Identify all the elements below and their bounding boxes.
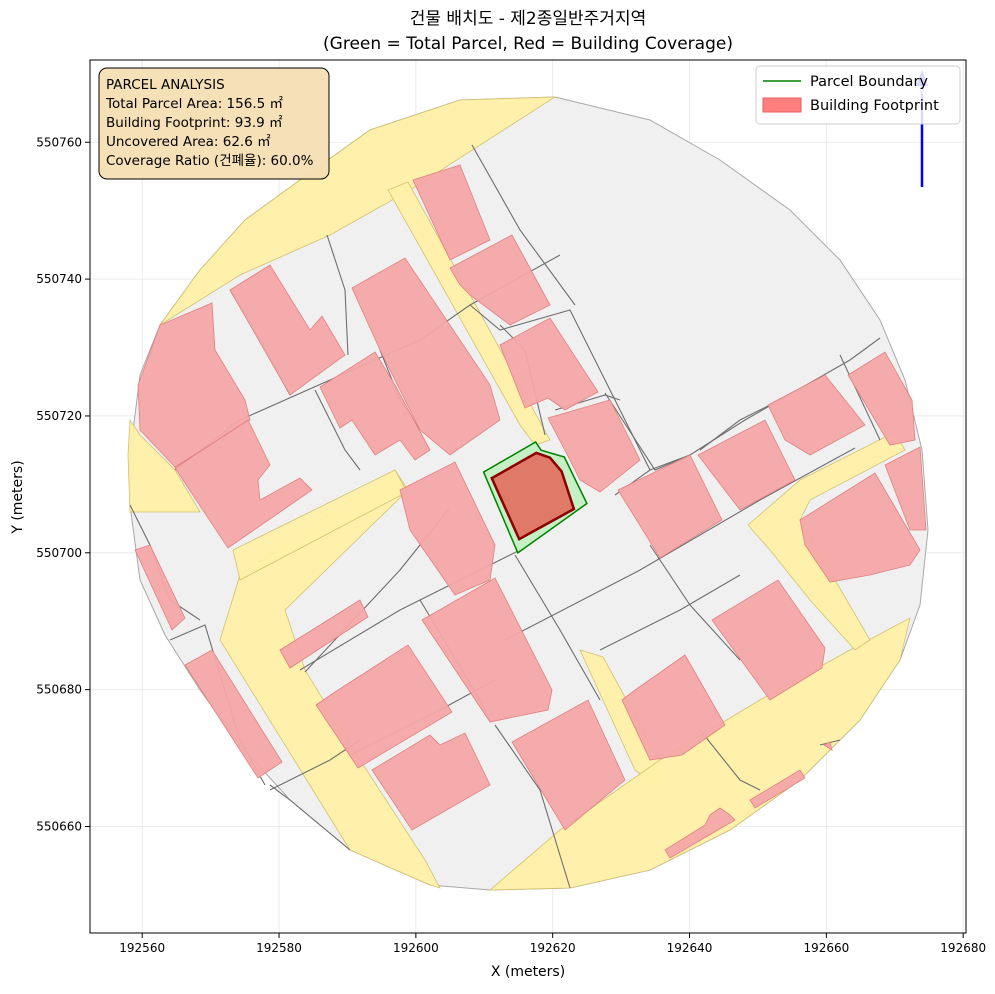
- building-footprint: [229, 264, 346, 396]
- building-footprint: [697, 419, 796, 511]
- building-footprint: [617, 454, 723, 559]
- y-tick-label: 550740: [36, 272, 82, 286]
- parcel-line: [326, 234, 349, 356]
- building-footprint: [134, 544, 186, 631]
- y-axis-label: Y (meters): [10, 460, 26, 534]
- legend: Parcel Boundary Building Footprint: [755, 65, 961, 125]
- building-footprint: [749, 769, 806, 809]
- building-footprint: [499, 317, 599, 411]
- parcel-line: [494, 724, 571, 889]
- building-footprint: [847, 351, 916, 446]
- parcel-line: [504, 447, 856, 641]
- x-tick-label: 192560: [119, 941, 165, 955]
- parcel-line: [699, 729, 761, 791]
- info-heading: PARCEL ANALYSIS: [106, 77, 225, 93]
- legend-building-footprint-label: Building Footprint: [810, 98, 939, 114]
- building-footprint: [711, 579, 826, 701]
- subject-building-footprint: [490, 451, 576, 541]
- y-tick-label: 550760: [36, 135, 82, 149]
- y-tick-label: 550680: [36, 683, 82, 697]
- building-footprint: [399, 461, 496, 596]
- building-footprint: [547, 399, 641, 493]
- building-footprint: [137, 302, 251, 468]
- x-tick-label: 192600: [393, 941, 439, 955]
- building-footprint: [184, 649, 283, 779]
- building-footprint: [371, 732, 491, 831]
- axis-ticks: 192560 192580 192600 192620 192640 192660 1926…: [36, 135, 986, 955]
- road-west: [127, 418, 201, 513]
- parcel-line: [649, 544, 741, 661]
- x-axis-label: X (meters): [491, 964, 565, 980]
- building-footprint: [767, 374, 866, 456]
- y-tick-label: 550660: [36, 820, 82, 834]
- x-tick-label: 192580: [256, 941, 302, 955]
- axes-frame: [89, 59, 967, 934]
- building-footprint: [449, 234, 551, 326]
- y-tick-label: 550700: [36, 546, 82, 560]
- legend-parcel-boundary-label: Parcel Boundary: [810, 74, 928, 90]
- building-footprint: [351, 257, 501, 456]
- roads: [127, 96, 911, 891]
- building-footprint: [511, 699, 626, 831]
- info-total-parcel-area: Total Parcel Area: 156.5 ㎡: [105, 96, 283, 112]
- parcel-line: [469, 304, 651, 471]
- building-footprint: [315, 644, 453, 769]
- building-footprint: [279, 599, 369, 669]
- info-building-footprint: Building Footprint: 93.9 ㎡: [106, 115, 283, 131]
- parcel-line: [471, 144, 576, 306]
- map-layers: [127, 96, 929, 891]
- building-footprint: [823, 741, 833, 751]
- x-tick-label: 192640: [667, 941, 713, 955]
- info-uncovered-area: Uncovered Area: 62.6 ㎡: [106, 134, 271, 150]
- building-footprint: [319, 351, 431, 461]
- building-footprint: [421, 577, 553, 723]
- plot-area: N PARCEL ANALYSIS Total Parcel Area: 156…: [36, 59, 986, 955]
- x-tick-label: 192680: [940, 941, 986, 955]
- parcel-line: [269, 784, 351, 851]
- parcel-line: [314, 389, 361, 471]
- legend-frame: [755, 65, 961, 125]
- map-title-line2: (Green = Total Parcel, Red = Building Co…: [323, 34, 733, 54]
- road-southeast: [488, 617, 911, 891]
- parcel-line: [514, 554, 601, 701]
- y-tick-label: 550720: [36, 409, 82, 423]
- info-coverage-ratio: Coverage Ratio (건폐율): 60.0%: [106, 153, 314, 169]
- building-footprint: [884, 446, 927, 531]
- parcel-line: [599, 574, 741, 651]
- buildings: [134, 164, 927, 859]
- building-footprint: [799, 472, 921, 583]
- info-box-background: [98, 67, 330, 180]
- road-diagonal-north: [387, 181, 551, 446]
- x-tick-label: 192620: [530, 941, 576, 955]
- road-northwest: [159, 96, 557, 326]
- parcel-info-box: PARCEL ANALYSIS Total Parcel Area: 156.5…: [98, 67, 330, 180]
- building-footprint: [621, 654, 726, 761]
- parcel-line: [839, 354, 881, 441]
- parcel-line: [699, 404, 771, 451]
- legend-building-footprint-swatch: [762, 97, 802, 113]
- building-footprint: [412, 164, 491, 261]
- building-footprint: [174, 419, 313, 549]
- x-tick-label: 192660: [803, 941, 849, 955]
- building-footprint: [664, 807, 736, 859]
- map-title-line1: 건물 배치도 - 제2종일반주거지역: [410, 9, 646, 29]
